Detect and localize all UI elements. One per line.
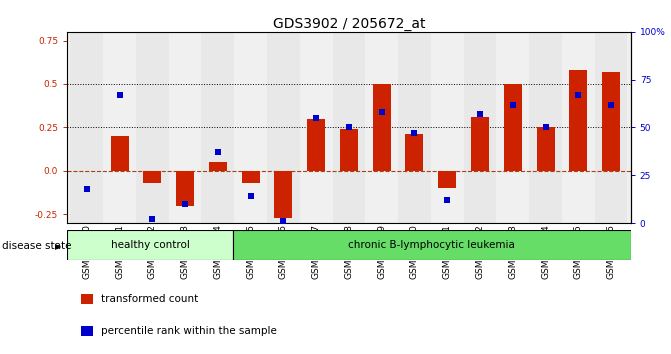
Point (507, 102, 518, 107)
Bar (471, 117, 489, 171)
Point (344, 125, 354, 130)
Point (540, 125, 551, 130)
Text: chronic B-lymphocytic leukemia: chronic B-lymphocytic leukemia (348, 240, 515, 250)
Point (573, 92, 584, 98)
Bar (562, 32, 595, 223)
Bar (136, 32, 168, 223)
Bar (176, 171, 194, 206)
Point (213, 149, 223, 155)
Bar (405, 135, 423, 171)
Bar (497, 32, 529, 223)
Point (147, 216, 158, 222)
Point (409, 130, 420, 136)
Bar (103, 32, 136, 223)
Point (278, 218, 289, 224)
Bar (569, 70, 587, 171)
Bar (144, 171, 161, 183)
Point (606, 102, 617, 107)
Bar (233, 230, 631, 260)
Bar (398, 32, 431, 223)
Point (442, 197, 453, 203)
Title: GDS3902 / 205672_at: GDS3902 / 205672_at (272, 17, 425, 31)
Point (474, 111, 485, 117)
Point (376, 109, 387, 115)
Point (81, 186, 92, 192)
Text: transformed count: transformed count (101, 294, 198, 304)
Point (114, 92, 125, 98)
Point (180, 201, 191, 207)
Bar (274, 171, 293, 218)
Bar (234, 32, 267, 223)
Bar (111, 136, 129, 171)
Bar (340, 129, 358, 171)
Bar (300, 32, 333, 223)
Bar (438, 171, 456, 188)
Bar (307, 119, 325, 171)
Bar (537, 127, 554, 171)
Text: disease state: disease state (2, 241, 72, 251)
Bar (168, 32, 201, 223)
Bar (529, 32, 562, 223)
Bar (504, 84, 522, 171)
Bar (201, 32, 234, 223)
Bar (209, 162, 227, 171)
Bar (333, 32, 365, 223)
Bar (70, 32, 103, 223)
Text: ▶: ▶ (55, 241, 62, 251)
Bar (372, 84, 391, 171)
Text: healthy control: healthy control (111, 240, 189, 250)
Bar (602, 72, 620, 171)
Bar (67, 230, 233, 260)
Text: percentile rank within the sample: percentile rank within the sample (101, 326, 276, 336)
Bar (267, 32, 300, 223)
Bar (431, 32, 464, 223)
Bar (595, 32, 627, 223)
Point (311, 115, 321, 121)
Bar (365, 32, 398, 223)
Bar (464, 32, 497, 223)
Point (245, 193, 256, 199)
Bar (242, 171, 260, 183)
